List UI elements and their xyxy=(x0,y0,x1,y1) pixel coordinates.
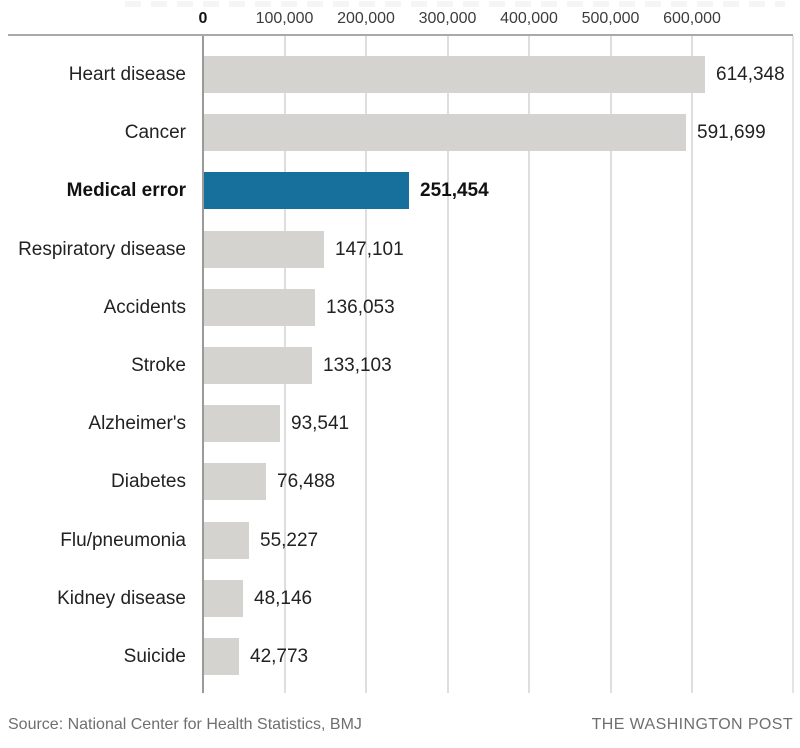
value-label: 42,773 xyxy=(250,646,309,667)
category-label: Heart disease xyxy=(68,64,186,85)
category-label: Accidents xyxy=(103,297,186,318)
value-label: 251,454 xyxy=(420,180,489,201)
bar xyxy=(204,347,312,384)
bar xyxy=(204,638,239,675)
category-label: Alzheimer's xyxy=(88,413,186,434)
gridline xyxy=(609,36,612,693)
x-tick-label: 500,000 xyxy=(581,10,640,27)
bar xyxy=(204,231,324,268)
value-label: 147,101 xyxy=(335,239,404,260)
category-label: Respiratory disease xyxy=(18,239,186,260)
x-tick-label: 300,000 xyxy=(418,10,477,27)
category-label: Stroke xyxy=(131,355,186,376)
x-tick-label: 100,000 xyxy=(255,10,314,27)
bar xyxy=(204,463,266,500)
publisher-credit: THE WASHINGTON POST xyxy=(591,716,793,733)
gridline xyxy=(528,36,530,693)
bar xyxy=(204,114,686,151)
bar xyxy=(204,56,705,93)
gridline xyxy=(446,36,449,693)
bar xyxy=(204,522,249,559)
value-label: 136,053 xyxy=(326,297,395,318)
value-label: 93,541 xyxy=(291,413,350,434)
zero-axis-line xyxy=(202,36,204,693)
x-axis-line xyxy=(8,34,793,36)
plot-right-border xyxy=(792,36,794,693)
category-label: Suicide xyxy=(123,646,186,667)
x-tick-label: 200,000 xyxy=(337,10,395,27)
bar xyxy=(204,289,315,326)
value-label: 48,146 xyxy=(254,588,313,609)
category-label: Diabetes xyxy=(111,471,186,492)
source-credit: Source: National Center for Health Stati… xyxy=(8,716,362,733)
cropped-title-remnant xyxy=(125,1,785,7)
category-label: Cancer xyxy=(124,122,186,143)
value-label: 591,699 xyxy=(697,122,766,143)
bar-emphasized xyxy=(204,172,409,209)
value-label: 614,348 xyxy=(716,64,785,85)
category-label: Kidney disease xyxy=(57,588,186,609)
gridline xyxy=(691,36,693,693)
bar xyxy=(204,405,280,442)
value-label: 55,227 xyxy=(260,530,319,551)
x-tick-label: 600,000 xyxy=(663,10,721,27)
gridline xyxy=(365,36,367,693)
x-tick-label: 0 xyxy=(198,10,208,27)
value-label: 133,103 xyxy=(323,355,392,376)
category-label: Medical error xyxy=(66,180,186,201)
x-tick-label: 400,000 xyxy=(500,10,558,27)
category-label: Flu/pneumonia xyxy=(60,530,186,551)
bar xyxy=(204,580,243,617)
value-label: 76,488 xyxy=(277,471,336,492)
